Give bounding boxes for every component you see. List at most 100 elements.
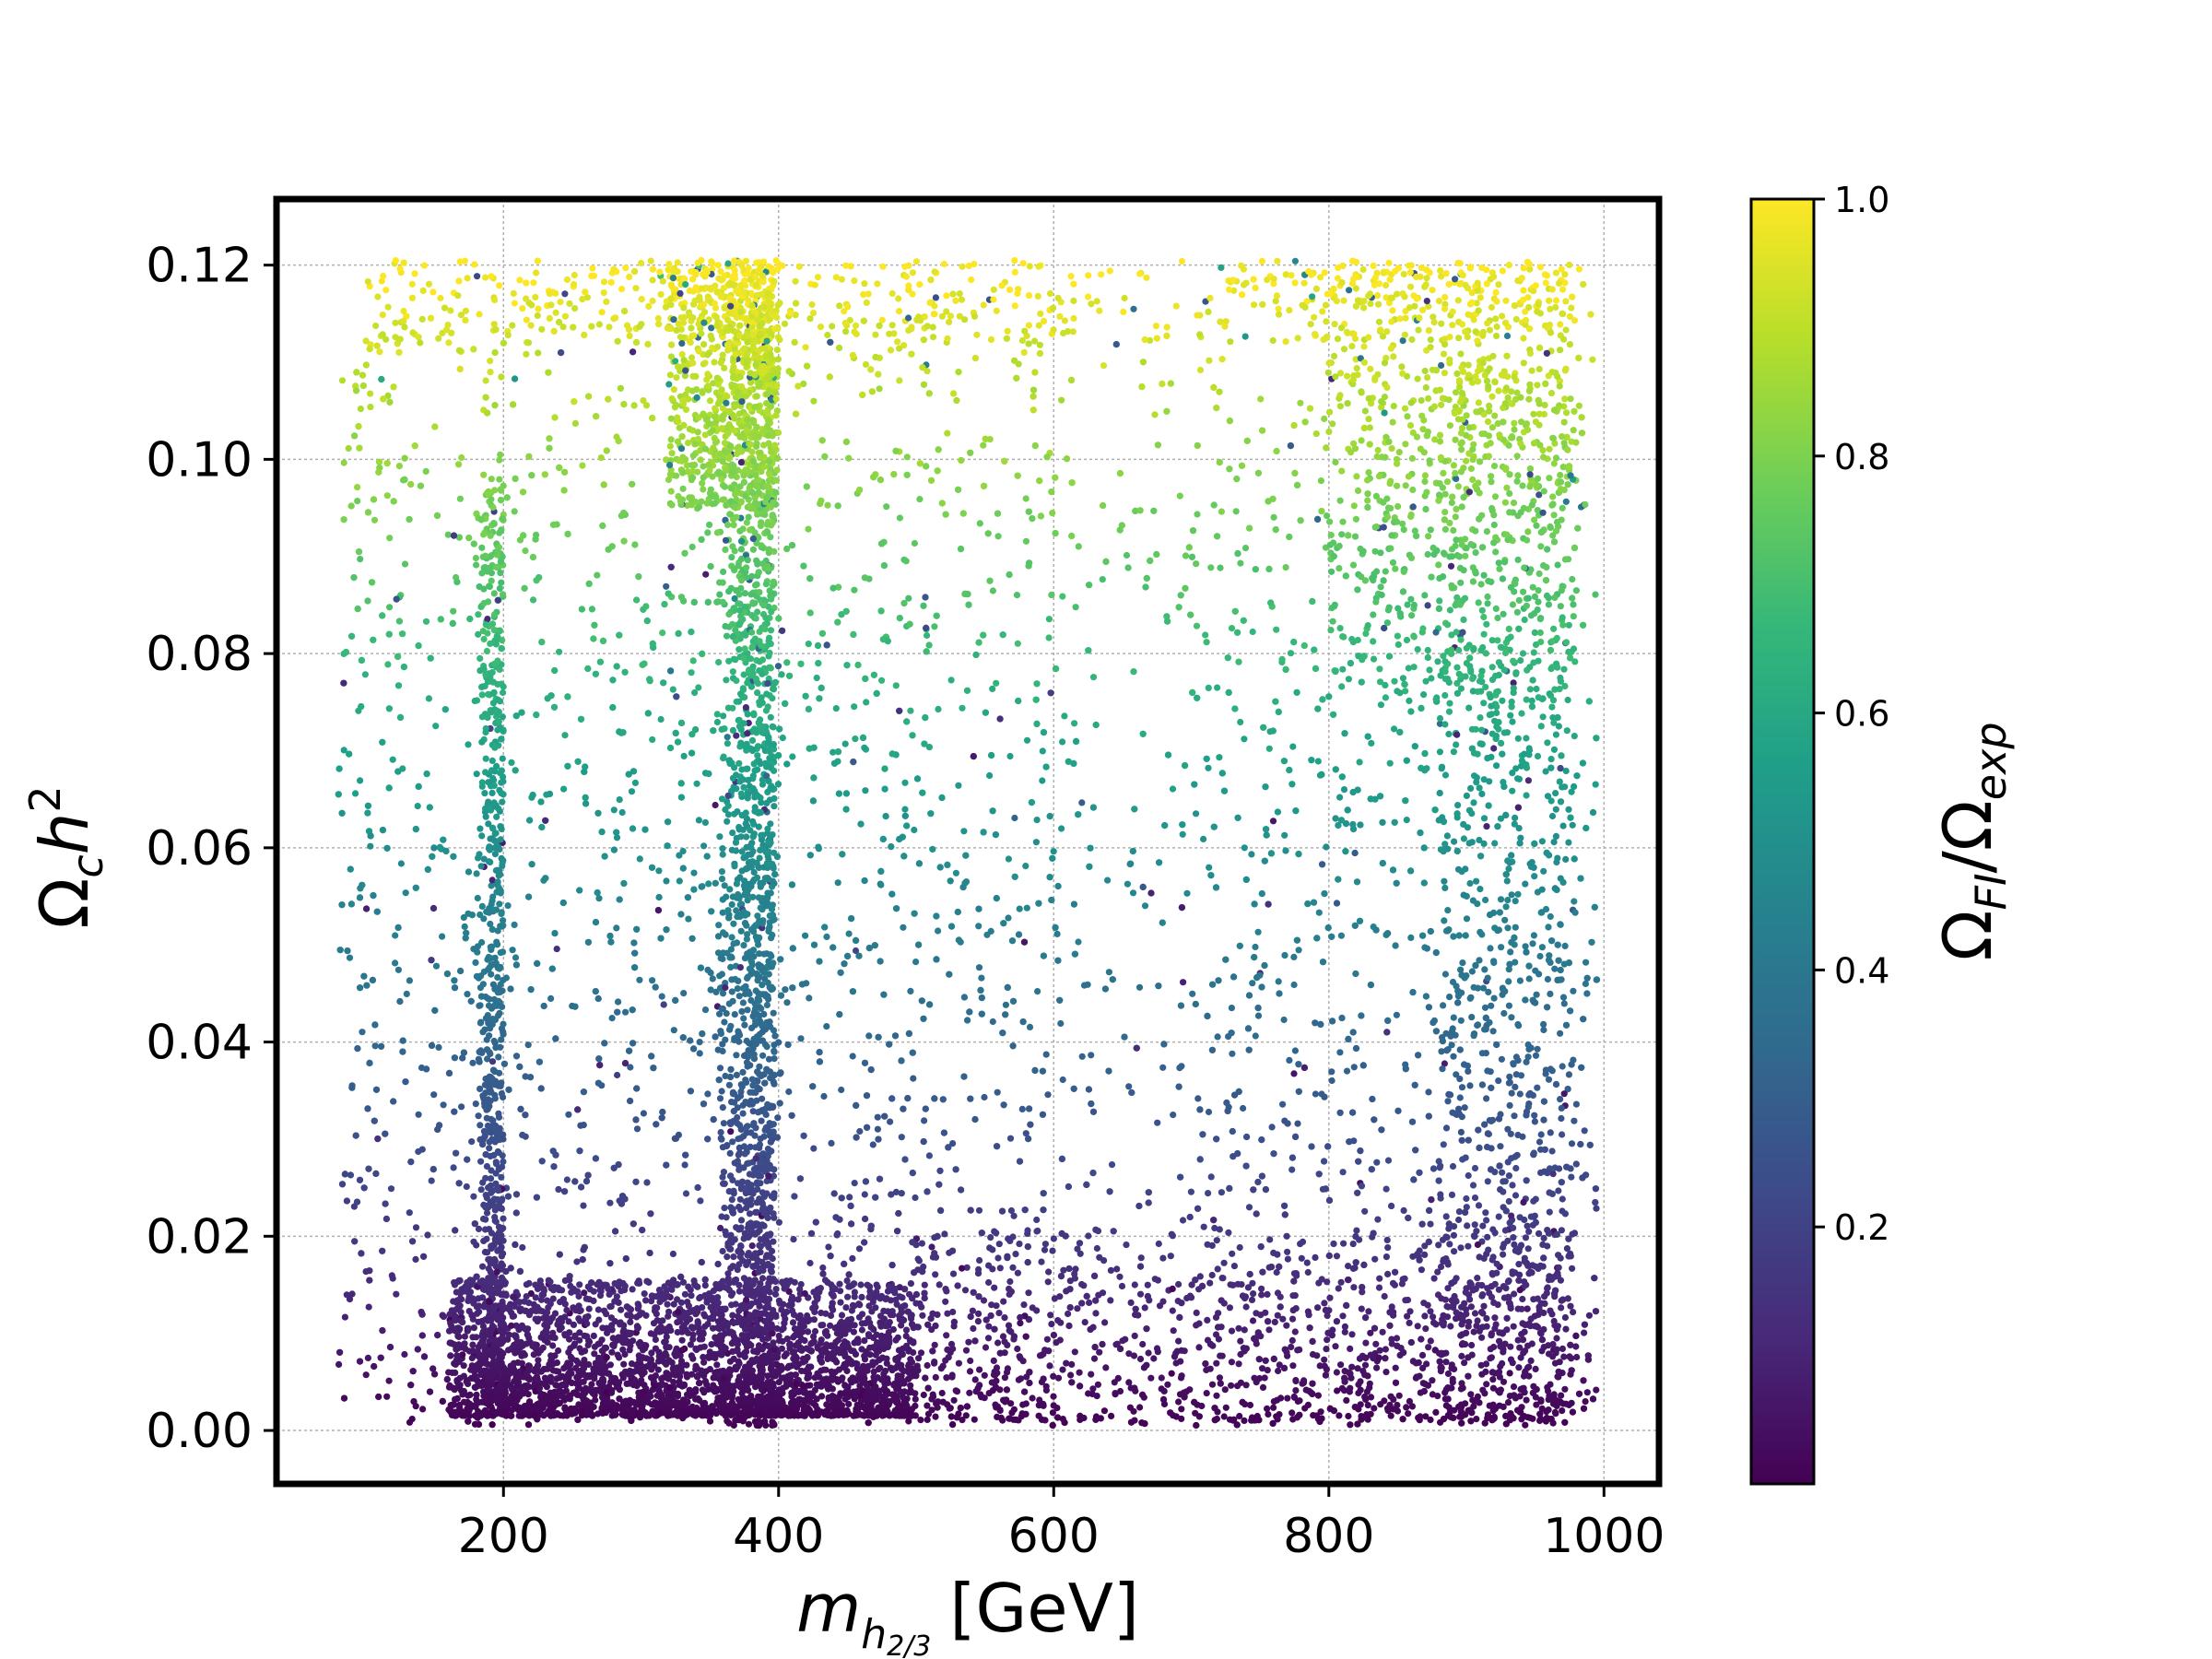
point <box>876 385 883 393</box>
point <box>1397 613 1405 620</box>
point <box>1548 1147 1556 1155</box>
point <box>556 1251 563 1258</box>
point <box>644 340 652 348</box>
point <box>1044 1091 1052 1099</box>
point <box>487 369 494 376</box>
point <box>1436 789 1443 797</box>
point <box>1583 974 1591 982</box>
point <box>571 419 580 427</box>
point <box>806 745 813 752</box>
point <box>1293 936 1300 944</box>
point <box>1018 1105 1026 1112</box>
point <box>1525 962 1533 970</box>
point <box>394 768 402 775</box>
point <box>1580 280 1587 288</box>
point <box>585 393 593 400</box>
point <box>657 935 665 942</box>
point <box>1347 660 1354 667</box>
point <box>834 502 841 510</box>
point <box>564 693 571 700</box>
point <box>1402 1065 1409 1073</box>
point <box>975 923 982 930</box>
point <box>1218 508 1225 515</box>
point <box>703 853 711 860</box>
point <box>872 353 879 361</box>
point <box>673 693 680 700</box>
point <box>1335 876 1342 883</box>
point <box>1249 980 1256 987</box>
point <box>456 495 464 502</box>
point <box>1325 693 1333 700</box>
point <box>594 1079 603 1087</box>
point <box>816 695 823 702</box>
point <box>629 1040 637 1047</box>
point <box>655 893 663 901</box>
point <box>704 1090 712 1098</box>
point <box>842 438 851 445</box>
point <box>362 361 370 369</box>
point <box>379 612 386 619</box>
point <box>1030 406 1037 414</box>
point <box>901 812 909 819</box>
point <box>431 423 439 430</box>
point <box>1180 979 1187 986</box>
point <box>512 961 521 969</box>
point <box>1176 492 1183 500</box>
point <box>625 771 632 778</box>
point <box>1465 1372 1472 1380</box>
point <box>1048 591 1055 599</box>
point <box>888 843 895 851</box>
point <box>1358 1182 1365 1190</box>
point <box>1049 1421 1056 1429</box>
point <box>778 671 785 678</box>
point <box>1214 1033 1221 1041</box>
point <box>1386 1322 1394 1329</box>
point <box>542 875 549 882</box>
point <box>1188 553 1195 560</box>
point <box>830 944 837 951</box>
point <box>442 847 450 855</box>
point <box>1323 843 1330 851</box>
point <box>1425 1004 1432 1011</box>
point <box>511 300 519 307</box>
point <box>346 954 354 961</box>
point <box>491 348 499 357</box>
point <box>384 661 392 668</box>
point <box>988 751 995 759</box>
point <box>614 337 621 345</box>
point <box>690 869 698 877</box>
point <box>1375 318 1383 325</box>
point <box>1528 703 1535 711</box>
point <box>1139 730 1147 737</box>
point <box>415 1147 422 1156</box>
point <box>1435 605 1442 613</box>
point <box>455 347 464 354</box>
point <box>627 1097 634 1105</box>
point <box>1340 786 1348 794</box>
point <box>1210 1217 1218 1224</box>
point <box>1232 508 1240 515</box>
point <box>401 454 408 462</box>
point <box>1224 1107 1231 1114</box>
point <box>1191 781 1198 788</box>
point <box>924 1361 931 1370</box>
point <box>643 1277 651 1285</box>
point <box>523 350 530 358</box>
point <box>546 435 553 442</box>
point <box>1000 1101 1007 1109</box>
point <box>1052 474 1059 481</box>
point <box>620 510 628 517</box>
point <box>1281 1211 1288 1218</box>
point <box>633 925 641 933</box>
point <box>999 1030 1006 1037</box>
point <box>942 511 949 518</box>
point <box>639 1227 646 1234</box>
point <box>529 553 537 561</box>
point <box>340 459 347 466</box>
point <box>955 486 962 493</box>
point <box>700 842 708 850</box>
point <box>1085 647 1092 654</box>
point <box>615 437 622 445</box>
point <box>626 332 633 339</box>
point <box>535 574 543 582</box>
